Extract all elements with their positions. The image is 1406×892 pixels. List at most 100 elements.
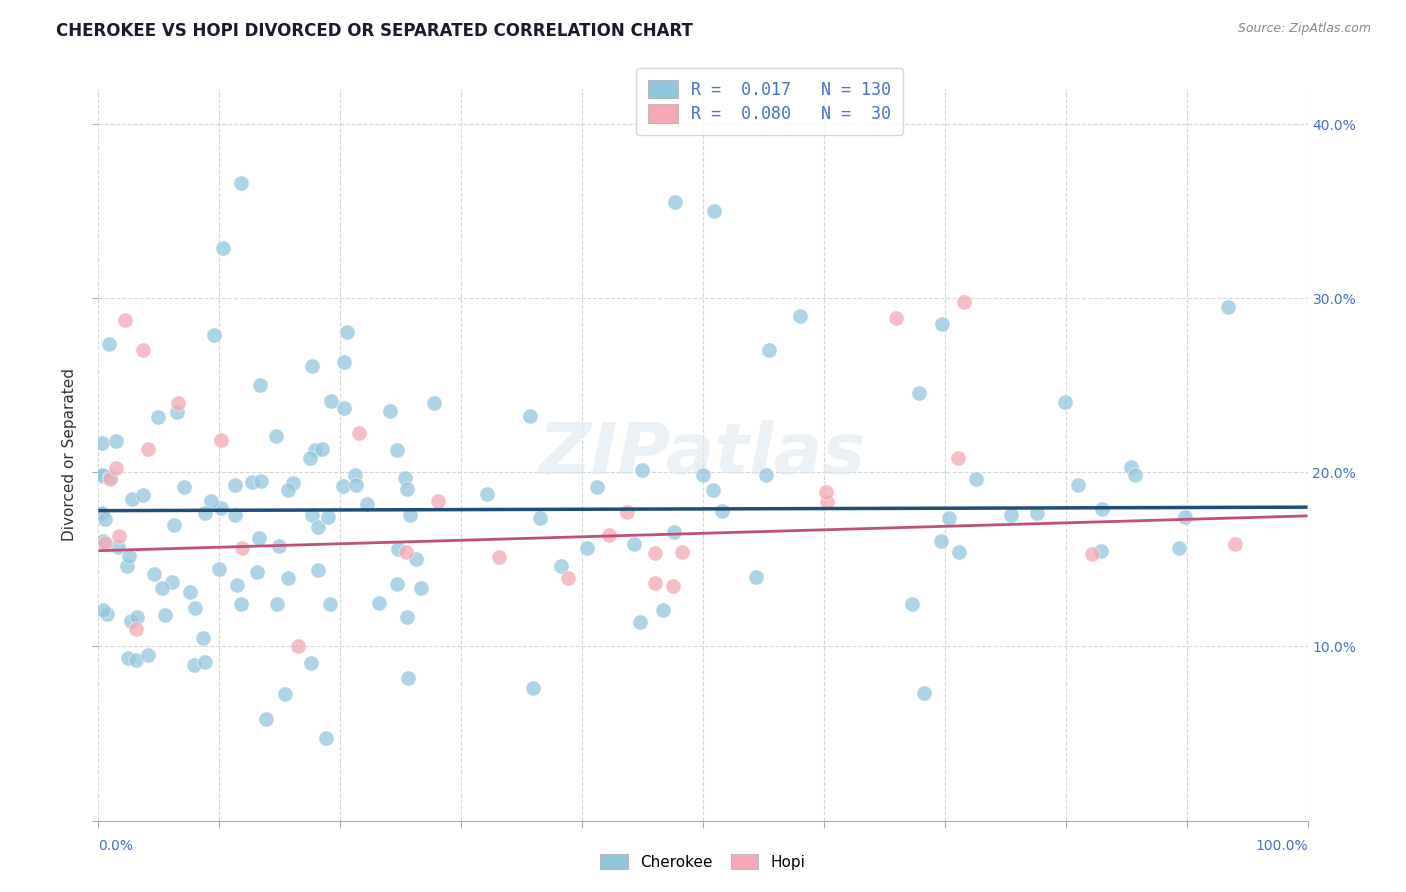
Point: [194, 507, 217, 521]
Point: [91, 534, 114, 549]
Point: [105, 460, 128, 475]
Text: ZIPatlas: ZIPatlas: [540, 420, 866, 490]
Point: [948, 545, 970, 559]
Point: [1067, 477, 1090, 491]
Point: [183, 657, 205, 672]
Legend: R =  0.017   N = 130, R =  0.080   N =  30: R = 0.017 N = 130, R = 0.080 N = 30: [636, 69, 903, 135]
Point: [301, 359, 323, 374]
Point: [121, 491, 143, 506]
Point: [711, 504, 734, 518]
Point: [692, 468, 714, 483]
Point: [385, 577, 408, 591]
Point: [1125, 467, 1147, 482]
Point: [1026, 507, 1049, 521]
Point: [173, 480, 195, 494]
Point: [662, 579, 685, 593]
Point: [333, 401, 356, 416]
Point: [702, 483, 724, 497]
Point: [160, 574, 183, 589]
Point: [395, 609, 418, 624]
Point: [519, 409, 541, 424]
Point: [557, 571, 579, 585]
Text: 0.0%: 0.0%: [98, 838, 134, 853]
Point: [387, 542, 409, 557]
Point: [91, 468, 114, 483]
Point: [1000, 508, 1022, 523]
Point: [1216, 300, 1239, 314]
Point: [299, 656, 322, 670]
Point: [274, 687, 297, 701]
Point: [368, 596, 391, 610]
Point: [311, 442, 333, 457]
Point: [385, 443, 408, 458]
Point: [395, 545, 418, 559]
Point: [333, 355, 356, 369]
Point: [226, 578, 249, 592]
Point: [117, 650, 139, 665]
Text: 100.0%: 100.0%: [1256, 838, 1308, 853]
Point: [208, 562, 231, 576]
Point: [117, 549, 139, 564]
Point: [114, 312, 136, 326]
Point: [301, 508, 323, 522]
Point: [163, 518, 186, 533]
Point: [884, 311, 907, 326]
Point: [307, 520, 329, 534]
Point: [758, 343, 780, 358]
Point: [148, 410, 170, 425]
Point: [396, 671, 419, 685]
Point: [194, 655, 217, 669]
Point: [426, 494, 449, 508]
Point: [152, 582, 174, 596]
Point: [269, 539, 291, 553]
Point: [249, 474, 271, 488]
Point: [1121, 460, 1143, 475]
Point: [405, 552, 427, 566]
Point: [266, 598, 288, 612]
Point: [901, 597, 924, 611]
Point: [143, 566, 166, 581]
Point: [395, 482, 418, 496]
Point: [281, 476, 304, 491]
Point: [550, 559, 572, 574]
Point: [94, 536, 117, 550]
Point: [616, 505, 638, 519]
Point: [315, 731, 337, 745]
Point: [231, 541, 253, 556]
Point: [98, 472, 121, 486]
Point: [488, 550, 510, 565]
Point: [287, 640, 309, 654]
Point: [336, 325, 359, 339]
Point: [91, 506, 114, 520]
Point: [167, 395, 190, 409]
Point: [200, 494, 222, 508]
Point: [754, 468, 776, 483]
Point: [628, 615, 651, 629]
Point: [789, 309, 811, 323]
Point: [318, 510, 340, 524]
Point: [224, 508, 246, 523]
Point: [193, 632, 215, 646]
Point: [356, 497, 378, 511]
Point: [107, 529, 129, 543]
Point: [277, 571, 299, 585]
Text: CHEROKEE VS HOPI DIVORCED OR SEPARATED CORRELATION CHART: CHEROKEE VS HOPI DIVORCED OR SEPARATED C…: [56, 22, 693, 40]
Point: [107, 540, 129, 554]
Point: [662, 524, 685, 539]
Point: [96, 607, 118, 621]
Point: [1167, 541, 1189, 555]
Point: [347, 425, 370, 440]
Point: [264, 429, 287, 443]
Y-axis label: Divorced or Separated: Divorced or Separated: [62, 368, 77, 541]
Point: [703, 204, 725, 219]
Point: [249, 378, 271, 392]
Point: [304, 443, 326, 458]
Point: [298, 451, 321, 466]
Point: [344, 468, 367, 483]
Point: [224, 478, 246, 492]
Point: [1090, 544, 1112, 558]
Point: [94, 512, 117, 526]
Point: [394, 471, 416, 485]
Point: [929, 533, 952, 548]
Point: [631, 463, 654, 477]
